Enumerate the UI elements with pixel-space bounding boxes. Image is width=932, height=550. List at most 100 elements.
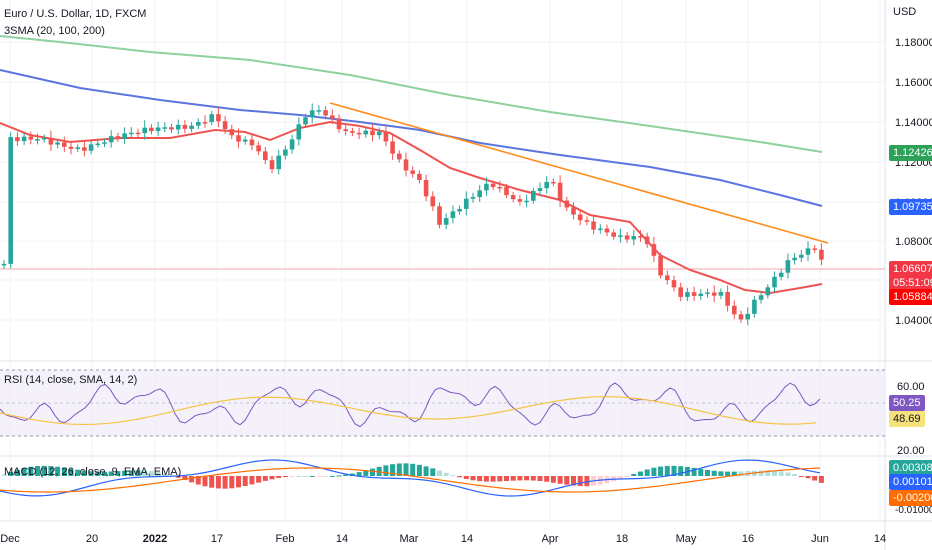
time-axis-tick: Dec [0,533,20,545]
macd-histogram-bar [483,476,489,482]
macd-histogram-bar [396,463,402,476]
macd-histogram-bar [510,476,516,481]
macd-legend[interactable]: MACD (12, 26, close, 9, EMA, EMA) [4,466,182,478]
price-axis-tick: 1.04000 [895,315,932,327]
candle [296,124,302,140]
macd-histogram-bar [450,475,456,477]
candle [443,218,449,225]
candle [35,139,40,141]
candle [805,248,811,255]
macd-histogram-bar [644,469,650,476]
macd-hist-label: 0.00308 [889,460,932,476]
candle [256,145,261,152]
candle [765,287,771,296]
macd-histogram-bar [550,476,556,483]
candle [510,195,516,200]
candle [544,181,549,189]
candle [21,136,27,142]
macd-histogram-bar [457,476,463,478]
macd-histogram-bar [812,476,818,481]
candle [705,292,710,295]
macd-histogram-bar [430,468,436,476]
trend-line [329,102,829,244]
macd-histogram-bar [35,466,40,476]
candle [309,110,315,118]
macd-histogram-bar [236,476,241,488]
candle [135,132,141,135]
macd-histogram-bar [41,465,47,476]
macd-histogram-bar [175,476,181,478]
indicator-legend[interactable]: 3SMA (20, 100, 200) [4,25,105,37]
candle [403,159,409,171]
candle [202,121,208,124]
candle [477,190,482,198]
macd-histogram-bar [383,465,389,476]
candle [75,147,80,149]
macd-histogram-bar [524,476,530,481]
candle [323,110,328,116]
candle [242,139,248,142]
macd-histogram-bar [55,466,61,476]
macd-histogram-bar [142,470,148,476]
macd-histogram-bar [410,463,416,476]
candle [62,142,67,147]
macd-histogram-bar [189,476,195,483]
candle [390,141,395,154]
candle [15,137,20,142]
candle [524,200,529,203]
macd-histogram-bar [68,468,74,476]
candle [604,228,610,233]
macd-histogram-bar [276,476,282,478]
rsi-axis-tick: 60.00 [897,381,925,393]
macd-histogram-bar [343,474,349,476]
rsi-ma-value-label: 48.69 [889,411,925,427]
macd-histogram-bar [705,469,710,476]
macd-histogram-bar [81,470,87,476]
macd-histogram-bar [296,475,302,477]
macd-histogram-bar [195,476,201,485]
candle [356,132,362,135]
candle [457,208,462,212]
candle [644,236,650,245]
macd-histogram-bar [390,464,396,476]
candle [175,124,181,130]
candle [82,147,87,151]
candle [316,110,322,112]
macd-histogram-bar [544,476,550,482]
candle [738,314,744,320]
macd-histogram-bar [725,471,731,476]
macd-histogram-bar [21,468,27,476]
candle [665,275,670,281]
macd-histogram-bar [805,476,811,479]
macd-histogram-bar [128,470,134,476]
macd-histogram-bar [8,472,14,476]
candle [216,114,221,122]
candle [68,146,74,149]
candle [611,232,616,237]
macd-histogram-bar [249,476,255,485]
candle [229,129,235,136]
candle [497,186,503,189]
rsi-legend[interactable]: RSI (14, close, SMA, 14, 2) [4,374,138,386]
time-axis-tick: Mar [400,533,419,545]
macd-histogram-bar [537,476,543,482]
macd-histogram-bar [437,470,442,476]
candle [772,276,777,288]
macd-histogram-bar [61,467,67,476]
candle [685,292,690,297]
candle [129,132,134,135]
macd-histogram-bar [115,471,121,476]
candle [162,127,168,129]
macd-histogram-bar [329,475,335,477]
macd-histogram-bar [423,466,429,476]
last-price-label: 1.06607 [889,261,932,277]
candle [564,200,570,208]
macd-histogram-bar [738,471,744,476]
candle [437,206,442,225]
macd-histogram-bar [256,476,262,483]
candle [8,137,13,264]
time-axis-tick: Jun [811,533,829,545]
macd-histogram-bar [229,476,235,489]
macd-line [0,459,821,497]
